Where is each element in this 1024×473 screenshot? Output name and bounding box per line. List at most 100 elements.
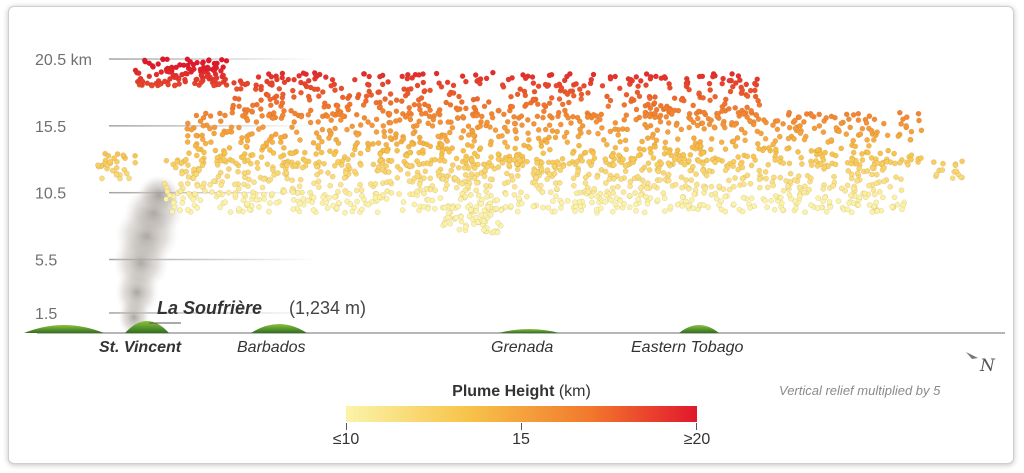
plume-point xyxy=(328,117,335,123)
plume-point xyxy=(283,169,290,176)
plume-point xyxy=(880,194,886,201)
plume-point xyxy=(731,201,737,207)
plume-point xyxy=(678,126,685,133)
plume-point xyxy=(199,162,206,169)
plume-point xyxy=(182,76,188,83)
plume-point xyxy=(855,110,862,117)
island-label: St. Vincent xyxy=(99,339,182,356)
plume-point xyxy=(370,161,377,168)
plume-point xyxy=(313,72,319,78)
plume-point xyxy=(442,220,449,227)
plume-point xyxy=(249,102,256,109)
plume-point xyxy=(267,147,273,153)
plume-point xyxy=(864,137,870,143)
plume-point xyxy=(566,99,572,106)
plume-point xyxy=(754,76,761,82)
plume-point xyxy=(771,206,778,213)
plume-point xyxy=(376,89,383,95)
plume-point xyxy=(665,129,671,135)
plume-point xyxy=(604,141,610,148)
plume-point xyxy=(495,164,502,170)
plume-point xyxy=(813,158,819,164)
plume-point xyxy=(332,125,338,132)
plume-point xyxy=(427,107,433,113)
plume-point xyxy=(623,146,630,153)
plume-point xyxy=(722,208,729,215)
plume-point xyxy=(897,159,903,166)
plume-point xyxy=(454,106,461,113)
plume-point xyxy=(341,175,348,181)
plume-point xyxy=(633,74,640,80)
plume-point xyxy=(526,137,532,143)
plume-point xyxy=(277,134,284,141)
plume-point xyxy=(843,111,850,118)
plume-point xyxy=(793,205,799,212)
plume-point xyxy=(531,97,537,104)
plume-point xyxy=(311,86,318,92)
plume-point xyxy=(307,119,314,126)
figure-frame: 20.5 km 15.5 10.5 5.5 1.5 La Soufrière (1,234 … xyxy=(8,6,1014,464)
plume-point xyxy=(495,219,501,226)
plume-point xyxy=(184,133,191,139)
plume-point xyxy=(489,114,496,121)
plume-point xyxy=(622,162,629,169)
plume-point xyxy=(744,93,751,99)
plume-point xyxy=(632,190,638,196)
plume-point xyxy=(494,229,501,236)
plume-point xyxy=(400,199,407,205)
plume-point xyxy=(199,132,205,139)
plume-point xyxy=(377,99,383,106)
plume-point xyxy=(551,170,558,177)
plume-point xyxy=(712,190,719,197)
plume-point xyxy=(758,130,764,137)
plume-point xyxy=(187,59,194,65)
plume-point xyxy=(420,79,427,86)
plume-point xyxy=(687,152,694,158)
plume-point xyxy=(695,158,702,164)
plume-point xyxy=(235,96,242,102)
plume-point xyxy=(831,173,837,180)
plume-point xyxy=(311,180,317,187)
plume-point xyxy=(811,125,818,132)
plume-point xyxy=(338,162,345,168)
plume-point xyxy=(501,180,508,187)
plume-point xyxy=(654,161,661,168)
plume-point xyxy=(484,193,490,200)
plume-point xyxy=(521,88,528,95)
plume-point xyxy=(495,107,502,114)
plume-point xyxy=(410,130,417,137)
plume-point xyxy=(621,117,628,123)
plume-point xyxy=(517,86,524,92)
plume-point xyxy=(335,140,342,146)
plume-point xyxy=(294,190,301,196)
plume-point xyxy=(502,191,509,197)
plume-point xyxy=(847,124,854,131)
plume-point xyxy=(467,191,474,198)
plume-point xyxy=(480,218,487,225)
plume-point xyxy=(357,150,364,157)
plume-point xyxy=(406,178,413,184)
plume-point xyxy=(873,180,880,187)
plume-point xyxy=(762,135,769,142)
plume-point xyxy=(351,76,358,83)
plume-point xyxy=(898,176,904,182)
plume-point xyxy=(256,204,262,210)
plume-point xyxy=(164,56,170,63)
plume-point xyxy=(504,170,510,177)
plume-point xyxy=(584,114,591,120)
plume-point xyxy=(877,188,883,195)
plume-point xyxy=(342,209,348,216)
plume-point xyxy=(194,205,200,211)
plume-point xyxy=(691,191,698,197)
plume-point xyxy=(425,205,431,212)
plume-point xyxy=(365,119,371,125)
plume-point xyxy=(326,135,332,141)
plume-point xyxy=(671,156,678,163)
plume-point xyxy=(218,68,224,74)
plume-point xyxy=(578,96,585,102)
plume-point xyxy=(768,197,775,204)
plume-point xyxy=(313,130,320,136)
plume-point xyxy=(755,116,762,122)
plume-point xyxy=(712,159,719,166)
plume-point xyxy=(590,71,597,78)
